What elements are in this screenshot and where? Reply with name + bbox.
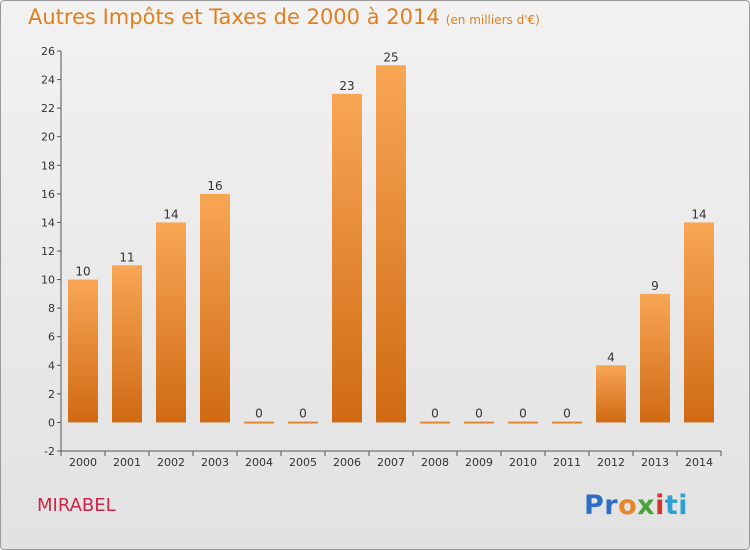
chart-title-text: Autres Impôts et Taxes de 2000 à 2014: [28, 5, 440, 29]
bar: [332, 93, 362, 423]
x-tick-label: 2005: [289, 456, 317, 469]
bar: [244, 421, 274, 424]
bar: [640, 293, 670, 423]
y-tick-label: 16: [41, 188, 55, 201]
x-tick-label: 2007: [377, 456, 405, 469]
bar-value-label: 25: [383, 50, 398, 64]
x-tick-label: 2008: [421, 456, 449, 469]
bar-value-label: 14: [163, 207, 178, 221]
x-tick-label: 2006: [333, 456, 361, 469]
bar-value-label: 9: [651, 279, 659, 293]
x-tick-label: 2009: [465, 456, 493, 469]
x-tick-label: 2011: [553, 456, 581, 469]
y-tick-label: 8: [48, 302, 55, 315]
y-tick-label: 14: [41, 216, 55, 229]
x-tick-label: 2004: [245, 456, 273, 469]
bar-value-label: 0: [475, 406, 483, 420]
bar-value-label: 0: [255, 406, 263, 420]
chart-title: Autres Impôts et Taxes de 2000 à 2014 (en…: [28, 5, 540, 29]
x-tick-label: 2003: [201, 456, 229, 469]
location-label: MIRABEL: [37, 495, 116, 516]
x-tick-label: 2000: [69, 456, 97, 469]
y-tick-label: 0: [48, 416, 55, 429]
bar-value-label: 0: [563, 406, 571, 420]
x-tick-label: 2012: [597, 456, 625, 469]
bar: [156, 222, 186, 423]
x-tick-label: 2001: [113, 456, 141, 469]
bar: [508, 421, 538, 424]
bar: [200, 193, 230, 423]
bar: [596, 365, 626, 423]
y-tick-label: 4: [48, 359, 55, 372]
logo-part-5: ti: [664, 490, 689, 521]
logo-part-4: i: [655, 490, 665, 521]
bar: [684, 222, 714, 423]
y-tick-label: 18: [41, 159, 55, 172]
x-tick-label: 2014: [685, 456, 713, 469]
logo-part-2: o: [618, 490, 638, 521]
bar: [112, 265, 142, 423]
bar-value-label: 16: [207, 179, 222, 193]
bar: [552, 421, 582, 424]
bar-value-label: 14: [691, 207, 706, 221]
bar: [420, 421, 450, 424]
y-tick-label: 6: [48, 331, 55, 344]
x-tick-label: 2002: [157, 456, 185, 469]
bar-value-label: 0: [519, 406, 527, 420]
bar: [376, 65, 406, 423]
bar: [68, 279, 98, 423]
y-tick-label: 20: [41, 131, 55, 144]
x-tick-label: 2010: [509, 456, 537, 469]
x-tick-label: 2013: [641, 456, 669, 469]
y-tick-label: 2: [48, 388, 55, 401]
y-tick-label: 24: [41, 74, 55, 87]
bar-value-label: 11: [119, 250, 134, 264]
y-tick-label: 22: [41, 102, 55, 115]
y-tick-label: 10: [41, 274, 55, 287]
bar-value-label: 0: [431, 406, 439, 420]
y-tick-label: 26: [41, 45, 55, 58]
bar-value-label: 0: [299, 406, 307, 420]
bar-value-label: 10: [75, 265, 90, 279]
chart-unit: (en milliers d'€): [445, 13, 540, 27]
bar: [288, 421, 318, 424]
logo-part-3: x: [637, 490, 656, 521]
logo-part-1: Pr: [584, 490, 619, 521]
proxiti-logo[interactable]: Proxiti: [584, 490, 688, 521]
bar-value-label: 4: [607, 350, 615, 364]
bar: [464, 421, 494, 424]
y-tick-label: 12: [41, 245, 55, 258]
y-tick-label: -2: [44, 445, 55, 458]
bar-value-label: 23: [339, 79, 354, 93]
